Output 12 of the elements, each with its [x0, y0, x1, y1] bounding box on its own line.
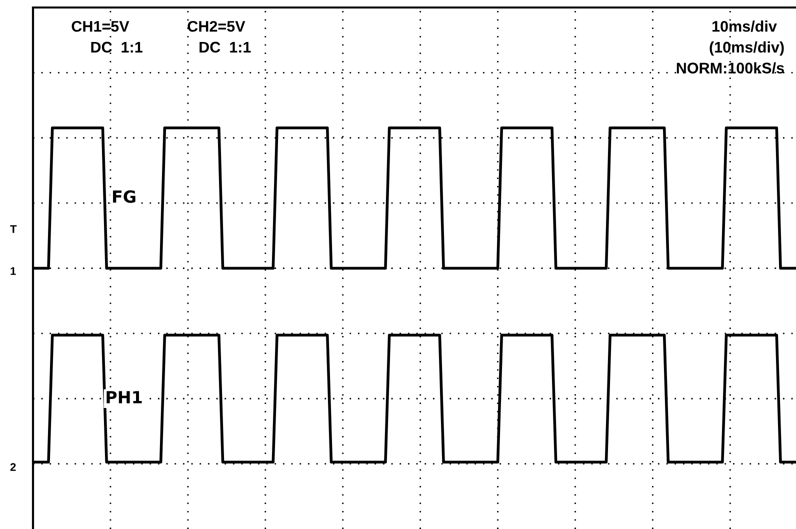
- series-label: FG: [113, 190, 136, 203]
- text: DC 1:1: [91, 42, 142, 53]
- text: 2: [10, 463, 16, 471]
- text: CH1=5V: [72, 20, 130, 32]
- text: CH2=5V: [188, 20, 246, 32]
- text: (10ms/div): [710, 41, 784, 56]
- text: 1: [10, 267, 16, 275]
- text: 10ms/div: [712, 20, 777, 32]
- text: NORM:100kS/s: [676, 62, 784, 74]
- text: T: [10, 225, 17, 233]
- series-label: PH1: [106, 391, 142, 404]
- text: DC 1:1: [200, 42, 251, 53]
